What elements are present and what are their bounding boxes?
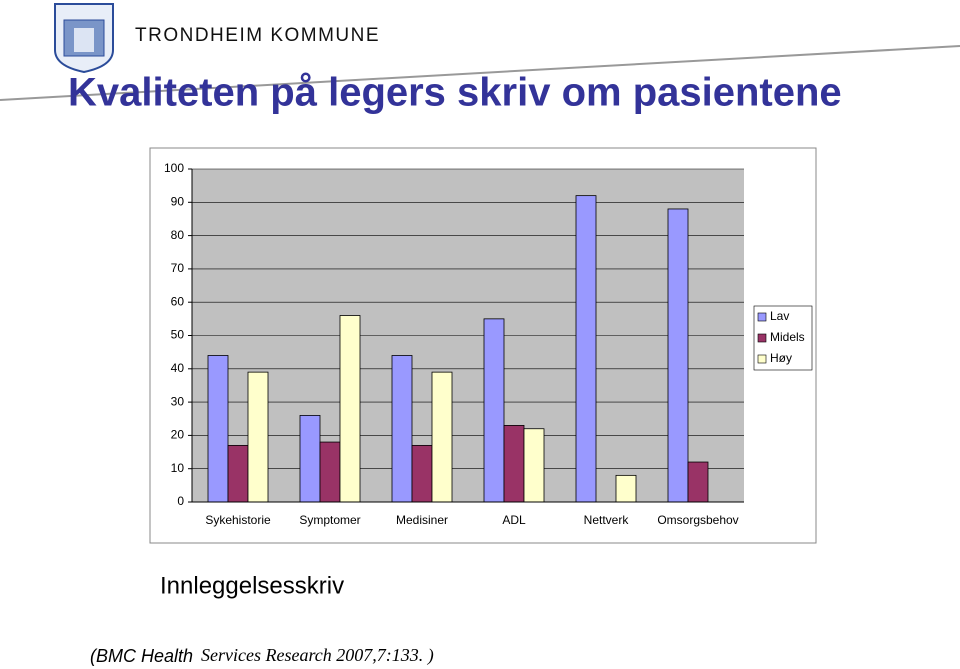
bar: [299, 415, 321, 503]
legend-swatch: [757, 354, 767, 364]
y-tick-label: 80: [171, 228, 185, 242]
bar: [207, 355, 229, 503]
chart: 0 10 20 30 40 50 60 70 80 90 100 Sykehistorie Sympto…: [164, 161, 813, 527]
x-tick-label: Omsorgsbehov: [657, 513, 738, 527]
legend-swatch: [757, 312, 767, 322]
logo: [54, 3, 114, 74]
y-tick-label: 40: [171, 361, 185, 375]
bar: [391, 355, 413, 503]
y-tick-label: 70: [171, 261, 185, 275]
bar: [523, 428, 545, 503]
bar: [667, 208, 689, 503]
citation-part: (BMC Health: [90, 646, 193, 666]
bar: [615, 474, 637, 503]
bar: [575, 195, 597, 503]
slide-title: Kvaliteten på legers skriv om pasientene: [68, 71, 842, 115]
x-tick-label: Sykehistorie: [205, 513, 271, 527]
y-tick-label: 50: [171, 328, 185, 342]
bar: [319, 441, 341, 503]
x-tick-label: Medisiner: [396, 513, 448, 527]
citation-part: Services Research 2007,7:133. ): [201, 645, 434, 666]
org-name: TRONDHEIM KOMMUNE: [135, 25, 380, 46]
x-tick-label: Symptomer: [299, 513, 360, 527]
decor-line: [0, 45, 960, 101]
x-tick-label: Nettverk: [584, 513, 630, 527]
bar: [431, 371, 453, 503]
bar: [227, 444, 249, 503]
y-tick-label: 10: [171, 461, 185, 475]
y-tick-label: 60: [171, 294, 185, 308]
x-tick-label: ADL: [502, 513, 526, 527]
bar: [247, 371, 269, 503]
bar: [503, 425, 525, 503]
y-tick-label: 0: [177, 494, 184, 508]
y-tick-label: 100: [164, 161, 184, 175]
y-tick-label: 20: [171, 428, 185, 442]
legend-label: Lav: [770, 309, 789, 323]
bar: [687, 461, 709, 503]
bar: [411, 444, 433, 503]
legend-label: Høy: [770, 351, 792, 365]
y-tick-label: 30: [171, 394, 185, 408]
legend-swatch: [757, 333, 767, 343]
bar: [339, 315, 361, 503]
bar: [483, 318, 505, 503]
y-tick-label: 90: [171, 194, 185, 208]
subtitle: Innleggelsesskriv: [160, 572, 344, 599]
legend-label: Midels: [770, 330, 805, 344]
